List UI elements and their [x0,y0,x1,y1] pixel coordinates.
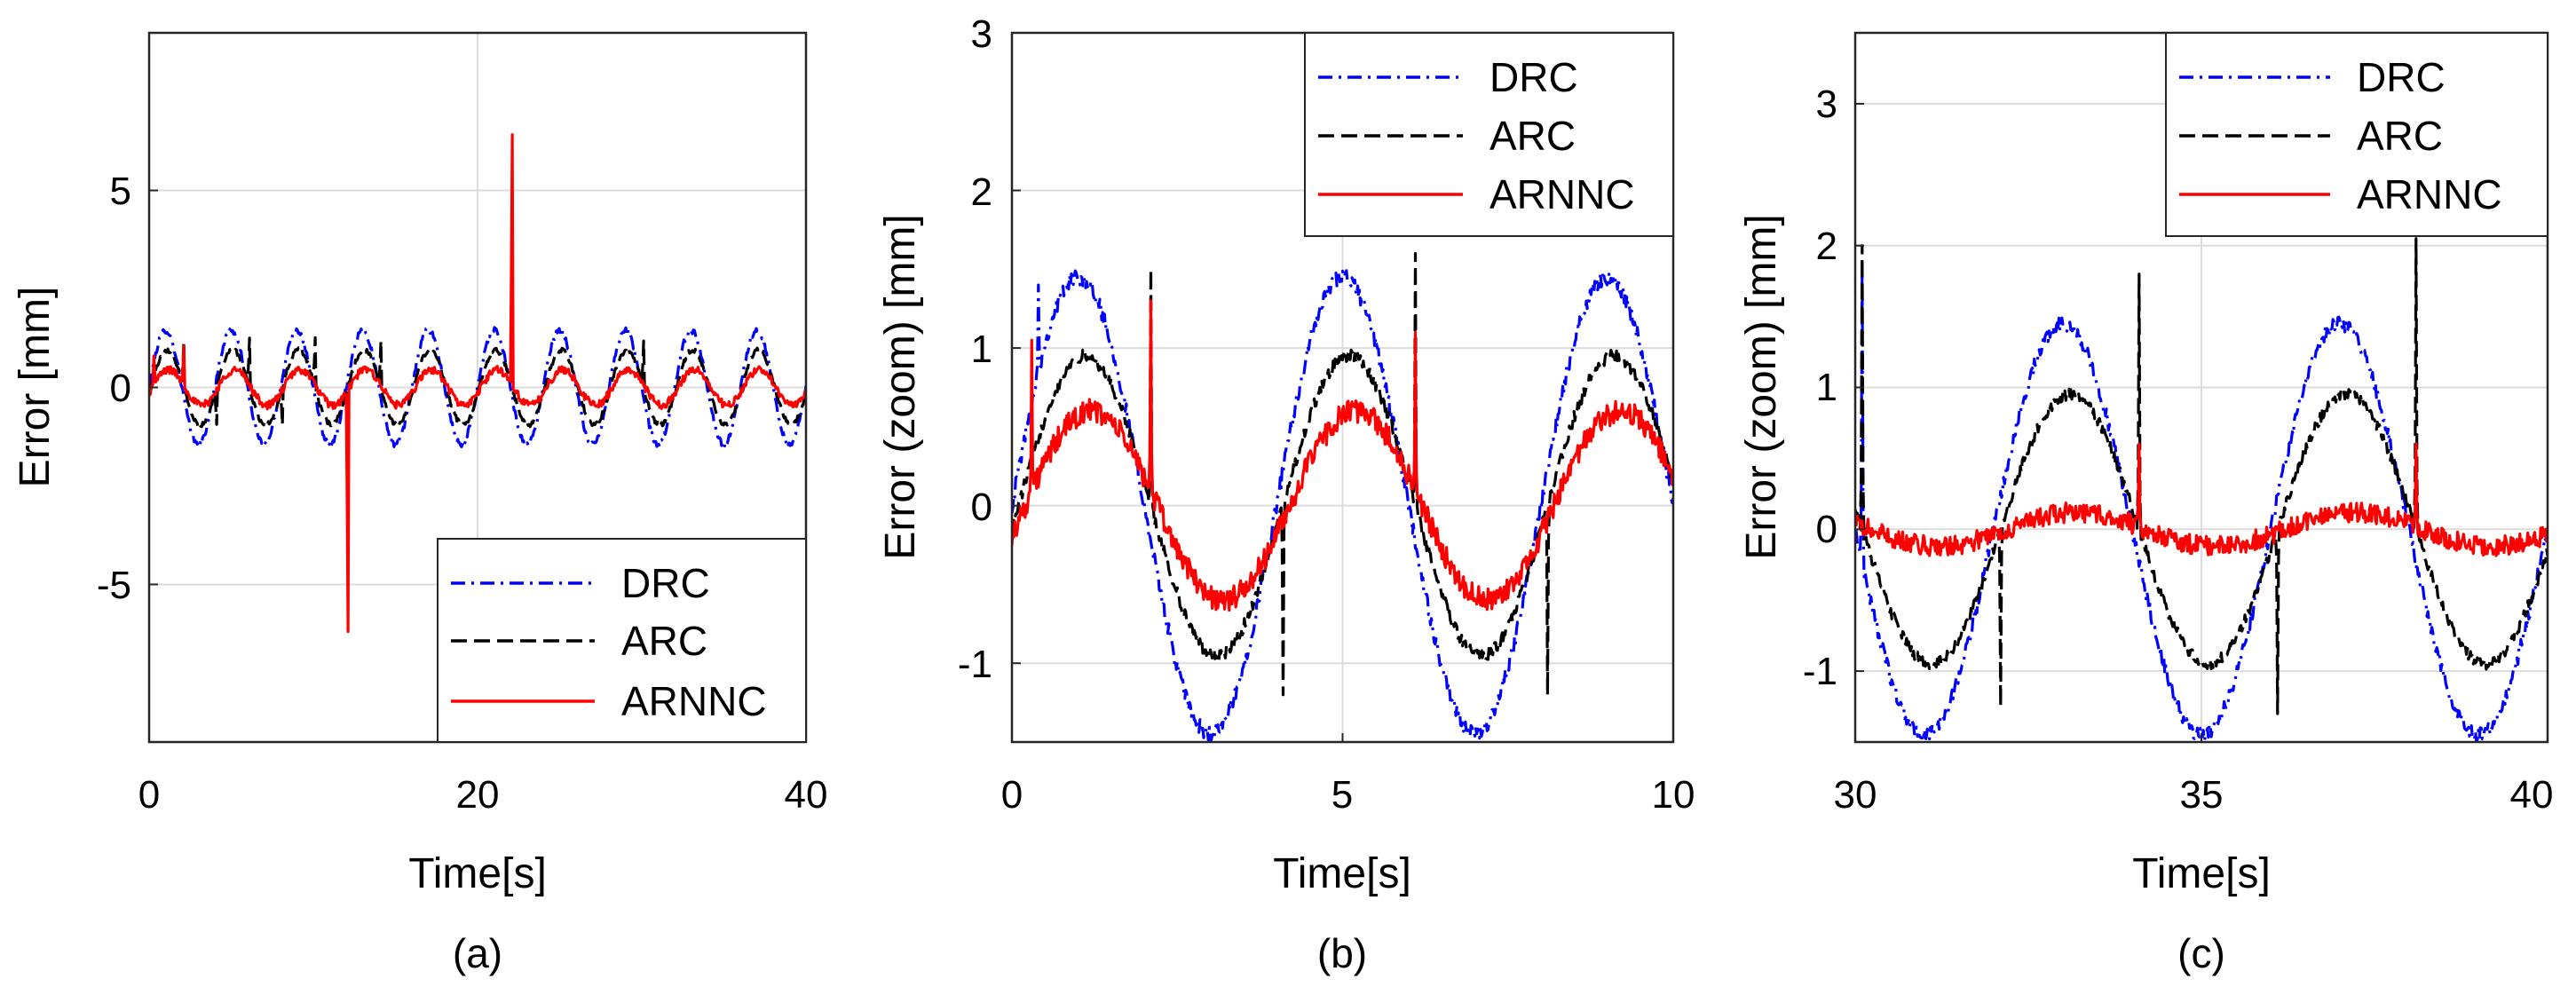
legend-label-a-arc: ARC [621,618,707,664]
series-group-c [1855,237,2548,742]
legend-box-a [437,538,807,743]
y-axis-label-b: Error (zoom) [mm] [877,214,924,559]
series-c-arnnc [1855,442,2548,557]
x-axis-label-c: Time[s] [2132,850,2271,897]
y-tick-b-3: 2 [971,170,992,214]
legend-a: DRC ARC ARNNC [437,538,807,743]
series-group-a [149,133,806,634]
x-tick-b-1: 5 [1331,773,1353,817]
ticks-c [1854,102,2548,742]
y-tick-a-1: 0 [110,367,131,410]
panel-a: 0 20 40 -5 0 5 Time[s] Error [mm] (a) DR… [12,31,828,976]
y-tick-c-4: 3 [1816,83,1837,126]
series-b-drc [1012,269,1673,742]
y-tick-c-3: 2 [1816,225,1837,268]
y-tick-b-0: -1 [958,643,992,686]
series-c-arc [1855,237,2548,715]
x-tick-b-0: 0 [1001,773,1023,817]
legend-label-a-arnnc: ARNNC [621,678,767,724]
panel-c: 30 35 40 -1 0 1 2 3 Time[s] Error (zoom)… [1738,31,2554,976]
x-axis-label-b: Time[s] [1273,850,1411,897]
x-axis-label-a: Time[s] [408,850,547,897]
ticks-b [1011,32,1674,742]
x-tick-a-2: 40 [785,773,828,817]
caption-c: (c) [2177,930,2225,976]
series-c-drc [1855,258,2548,742]
y-axis-label-c: Error (zoom) [mm] [1738,214,1785,559]
y-tick-b-4: 3 [971,12,992,56]
legend-b: DRC ARC ARNNC [1304,32,1674,237]
panel-b: 0 5 10 -1 0 1 2 3 Time[s] Error (zoom) [… [877,12,1695,976]
x-tick-a-1: 20 [456,773,500,817]
legend-label-b-arc: ARC [1489,113,1576,159]
y-tick-c-2: 1 [1816,366,1837,409]
y-axis-label-a: Error [mm] [12,287,59,488]
y-tick-c-0: -1 [1803,650,1837,693]
series-a-arc [149,336,806,429]
legend-label-a-drc: DRC [621,560,710,606]
y-tick-c-1: 0 [1816,508,1837,551]
legend-c: DRC ARC ARNNC [2165,32,2548,237]
legend-label-b-arnnc: ARNNC [1489,171,1635,217]
series-group-b [1012,252,1673,742]
x-tick-c-0: 30 [1834,773,1877,817]
legend-label-b-drc: DRC [1489,54,1578,100]
y-tick-a-0: -5 [97,564,131,607]
x-tick-c-1: 35 [2180,773,2224,817]
series-b-arnnc [1012,299,1673,612]
x-tick-a-0: 0 [138,773,160,817]
caption-a: (a) [453,930,502,976]
legend-label-c-arc: ARC [2357,113,2443,159]
x-tick-b-2: 10 [1652,773,1695,817]
y-tick-a-2: 5 [110,170,131,213]
series-b-arc [1012,252,1673,697]
legend-label-c-arnnc: ARNNC [2357,171,2502,217]
y-tick-b-1: 0 [971,486,992,529]
x-tick-c-2: 40 [2510,773,2554,817]
legend-label-c-drc: DRC [2357,54,2446,100]
y-tick-b-2: 1 [971,328,992,371]
series-a-drc [149,326,806,449]
caption-b: (b) [1317,930,1367,976]
series-a-arnnc [149,133,806,634]
